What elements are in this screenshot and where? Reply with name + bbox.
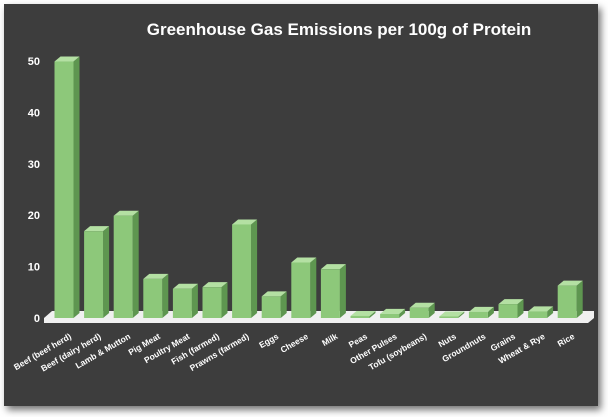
bar-side	[221, 282, 228, 318]
bar	[468, 306, 494, 318]
bar-top	[439, 311, 465, 317]
bar-top	[557, 280, 583, 286]
bar-front	[557, 285, 577, 318]
x-tick-label: Eggs	[257, 331, 280, 350]
bar	[409, 302, 435, 318]
bar-front	[113, 215, 133, 318]
bar-front	[202, 287, 222, 318]
bar-side	[576, 280, 583, 318]
bar-side	[73, 56, 80, 318]
bar-front	[380, 313, 400, 318]
x-tick-label: Rice	[556, 331, 577, 349]
bar-side	[458, 311, 465, 318]
bar-front	[439, 316, 459, 318]
bar-top	[202, 282, 228, 288]
bar-top	[172, 283, 198, 289]
bar-front	[261, 296, 281, 318]
bar-top	[350, 310, 376, 316]
bar-top	[232, 219, 258, 225]
bar	[54, 56, 80, 318]
y-axis-ticks: 0 10 20 30 40 50	[28, 56, 40, 325]
bar-top	[528, 306, 554, 312]
y-tick-label: 50	[28, 56, 40, 68]
bar-front	[528, 311, 548, 318]
y-tick-label: 40	[28, 107, 40, 119]
bar-front	[350, 315, 370, 318]
bar-front	[498, 304, 518, 318]
y-tick-label: 20	[28, 210, 40, 222]
bar	[143, 273, 169, 318]
bar-front	[54, 61, 74, 318]
bar	[232, 219, 258, 318]
bar-top	[291, 257, 317, 263]
bar-front	[409, 307, 429, 318]
bar-side	[547, 306, 554, 318]
bar-front	[232, 224, 252, 318]
x-axis-ticks: Beef (beef herd)Beef (dairy herd)Lamb & …	[12, 331, 576, 374]
y-tick-label: 30	[28, 159, 40, 171]
bar	[320, 264, 346, 318]
bar-top	[143, 273, 169, 279]
bar-top	[409, 302, 435, 308]
bar-top	[380, 308, 406, 314]
bar	[557, 280, 583, 318]
bar-side	[399, 308, 406, 318]
bar-front	[468, 311, 488, 318]
bar-top	[498, 299, 524, 305]
bar-front	[172, 288, 192, 318]
bar-front	[143, 278, 163, 318]
bar-side	[251, 219, 258, 318]
bar	[84, 226, 110, 318]
bar-side	[191, 283, 198, 318]
bar-top	[261, 291, 287, 297]
bar	[261, 291, 287, 318]
bar	[439, 311, 465, 318]
x-tick-label: Cheese	[279, 331, 310, 355]
bar-front	[291, 262, 311, 318]
bar-front	[84, 231, 104, 318]
bar-side	[339, 264, 346, 318]
bar-side	[369, 310, 376, 318]
bar-side	[487, 306, 494, 318]
bar-top	[54, 56, 80, 62]
bar-side	[517, 299, 524, 318]
bar	[380, 308, 406, 318]
bar	[498, 299, 524, 318]
bar	[291, 257, 317, 318]
bar-front	[320, 269, 340, 318]
bar	[528, 306, 554, 318]
bar-side	[428, 302, 435, 318]
bars	[54, 56, 583, 318]
bar-top	[84, 226, 110, 232]
bar-side	[280, 291, 287, 318]
bar-side	[162, 273, 169, 318]
bar-side	[103, 226, 110, 318]
x-tick-label: Milk	[320, 331, 340, 348]
y-tick-label: 0	[34, 313, 40, 325]
bar	[113, 210, 139, 318]
bar-top	[113, 210, 139, 216]
y-tick-label: 10	[28, 262, 40, 274]
chart-frame: Greenhouse Gas Emissions per 100g of Pro…	[4, 4, 598, 406]
bar-top	[320, 264, 346, 270]
bar-chart: Greenhouse Gas Emissions per 100g of Pro…	[12, 20, 594, 374]
bar-top	[468, 306, 494, 312]
chart-title: Greenhouse Gas Emissions per 100g of Pro…	[147, 20, 532, 39]
bar	[172, 283, 198, 318]
bar	[350, 310, 376, 318]
bar-side	[310, 257, 317, 318]
bar-side	[132, 210, 139, 318]
bar	[202, 282, 228, 318]
